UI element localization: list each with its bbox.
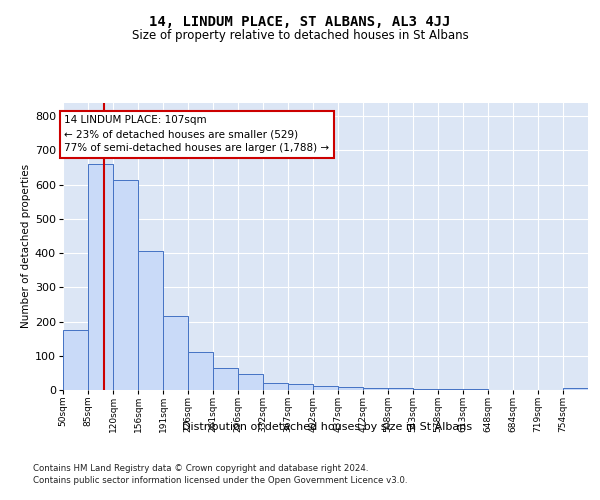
- Text: Contains HM Land Registry data © Crown copyright and database right 2024.: Contains HM Land Registry data © Crown c…: [33, 464, 368, 473]
- Bar: [313, 386, 338, 390]
- Bar: [113, 180, 138, 390]
- Text: Contains public sector information licensed under the Open Government Licence v3: Contains public sector information licen…: [33, 476, 407, 485]
- Text: 14, LINDUM PLACE, ST ALBANS, AL3 4JJ: 14, LINDUM PLACE, ST ALBANS, AL3 4JJ: [149, 15, 451, 29]
- Bar: [188, 352, 213, 390]
- Bar: [213, 368, 238, 390]
- Bar: [238, 374, 263, 390]
- Bar: [363, 388, 388, 390]
- Text: 14 LINDUM PLACE: 107sqm
← 23% of detached houses are smaller (529)
77% of semi-d: 14 LINDUM PLACE: 107sqm ← 23% of detache…: [64, 116, 329, 154]
- Bar: [288, 384, 313, 390]
- Bar: [388, 388, 413, 390]
- Bar: [263, 383, 288, 390]
- Bar: [138, 252, 163, 390]
- Y-axis label: Number of detached properties: Number of detached properties: [21, 164, 31, 328]
- Bar: [563, 388, 588, 390]
- Bar: [163, 316, 188, 390]
- Text: Distribution of detached houses by size in St Albans: Distribution of detached houses by size …: [182, 422, 472, 432]
- Bar: [338, 386, 363, 390]
- Bar: [88, 164, 113, 390]
- Text: Size of property relative to detached houses in St Albans: Size of property relative to detached ho…: [131, 29, 469, 42]
- Bar: [63, 330, 88, 390]
- Bar: [413, 389, 438, 390]
